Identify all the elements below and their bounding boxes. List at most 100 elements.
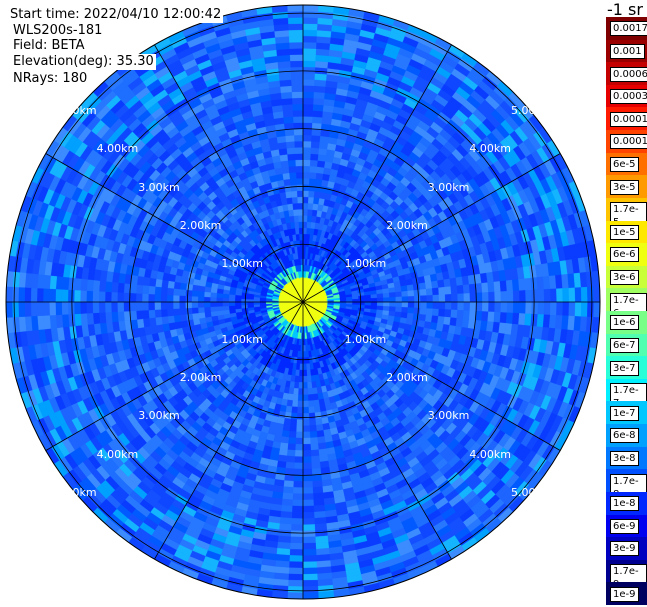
range-gate-cell [80,301,87,314]
range-gate-cell [98,301,106,313]
range-gate-cell [284,184,292,193]
range-gate-cell [293,215,299,223]
range-gate-cell [288,561,304,569]
range-gate-cell [74,277,82,291]
range-gate-cell [286,449,296,457]
range-gate-cell [431,280,439,289]
range-gate-cell [488,301,495,313]
range-gate-cell [287,203,294,211]
range-gate-cell [444,286,452,295]
range-gate-cell [302,518,315,525]
range-gate-cell [370,297,378,303]
range-gate-cell [315,424,324,432]
range-gate-cell [309,172,317,180]
range-gate-cell [290,412,298,420]
range-gate-cell [283,178,291,187]
range-gate-cell [280,85,293,93]
range-gate-cell [407,290,415,297]
range-gate-cell [316,430,325,438]
range-gate-cell [286,197,293,205]
range-gate-cell [49,301,56,316]
range-gate-cell [426,301,434,309]
range-gate-cell [302,159,311,167]
range-gate-cell [302,413,310,420]
range-gate-cell [358,298,366,303]
range-gate-cell [302,153,311,161]
range-gate-cell [302,493,314,501]
range-gate-cell [302,110,314,117]
range-gate-cell [291,511,304,519]
range-gate-cell [73,289,81,303]
range-gate-cell [518,278,526,291]
range-gate-cell [279,517,292,525]
range-gate-cell [276,547,291,556]
range-gate-cell [278,148,288,156]
range-gate-cell [154,286,162,295]
range-gate-cell [302,85,315,93]
range-gate-cell [42,288,50,303]
range-gate-cell [179,301,186,309]
range-gate-cell [286,147,296,155]
range-gate-cell [142,276,151,286]
range-gate-cell [291,505,304,513]
range-gate-cell [203,306,211,313]
range-gate-cell [203,301,211,308]
range-gate-cell [412,283,421,291]
range-gate-cell [432,308,440,317]
range-gate-cell [425,314,433,323]
range-gate-cell [297,394,304,402]
range-gate-cell [432,287,440,296]
range-gate-cell [407,307,415,314]
range-gate-cell [80,313,88,326]
range-gate-cell [216,301,223,307]
range-gate-cell [302,221,308,229]
range-gate-cell [298,369,304,377]
range-gate-cell [298,375,304,383]
range-gate-cell [277,535,291,544]
range-gate-cell [311,461,321,469]
range-gate-cell [277,454,287,463]
range-gate-cell [562,301,570,317]
range-gate-cell [142,318,151,328]
range-gate-cell [302,357,307,365]
range-gate-cell [290,60,304,68]
range-gate-cell [290,530,304,538]
range-gate-cell [302,41,317,49]
range-gate-cell [222,309,230,315]
range-gate-cell [284,411,292,420]
range-gate-cell [296,419,304,426]
range-gate-cell [135,293,143,303]
range-gate-cell [419,288,427,296]
range-gate-cell [305,351,309,358]
range-gate-cell [173,314,181,323]
range-gate-cell [166,308,174,317]
range-gate-cell [142,309,150,319]
range-gate-cell [293,481,304,488]
range-gate-cell [278,448,288,456]
range-gate-cell [166,301,174,310]
range-gate-cell [293,388,299,395]
range-gate-cell [123,292,131,303]
range-gate-cell [543,301,551,316]
range-gate-cell [311,387,318,395]
range-gate-cell [310,141,320,149]
range-gate-cell [494,301,502,313]
range-gate-cell [197,307,205,314]
range-gate-cell [537,301,545,315]
range-gate-cell [468,310,477,321]
range-gate-cell [240,298,248,303]
range-gate-cell [293,116,304,123]
range-gate-cell [302,369,308,377]
range-gate-cell [210,301,217,308]
range-gate-cell [298,382,304,389]
range-gate-cell [310,455,320,463]
range-gate-cell [457,301,465,311]
range-gate-cell [310,443,319,451]
range-gate-cell [310,153,319,161]
range-gate-cell [279,154,289,162]
range-gate-cell [306,375,312,383]
range-gate-cell [555,315,563,330]
range-gate-cell [294,462,304,470]
range-gate-cell [294,375,300,383]
range-gate-cell [305,357,310,364]
